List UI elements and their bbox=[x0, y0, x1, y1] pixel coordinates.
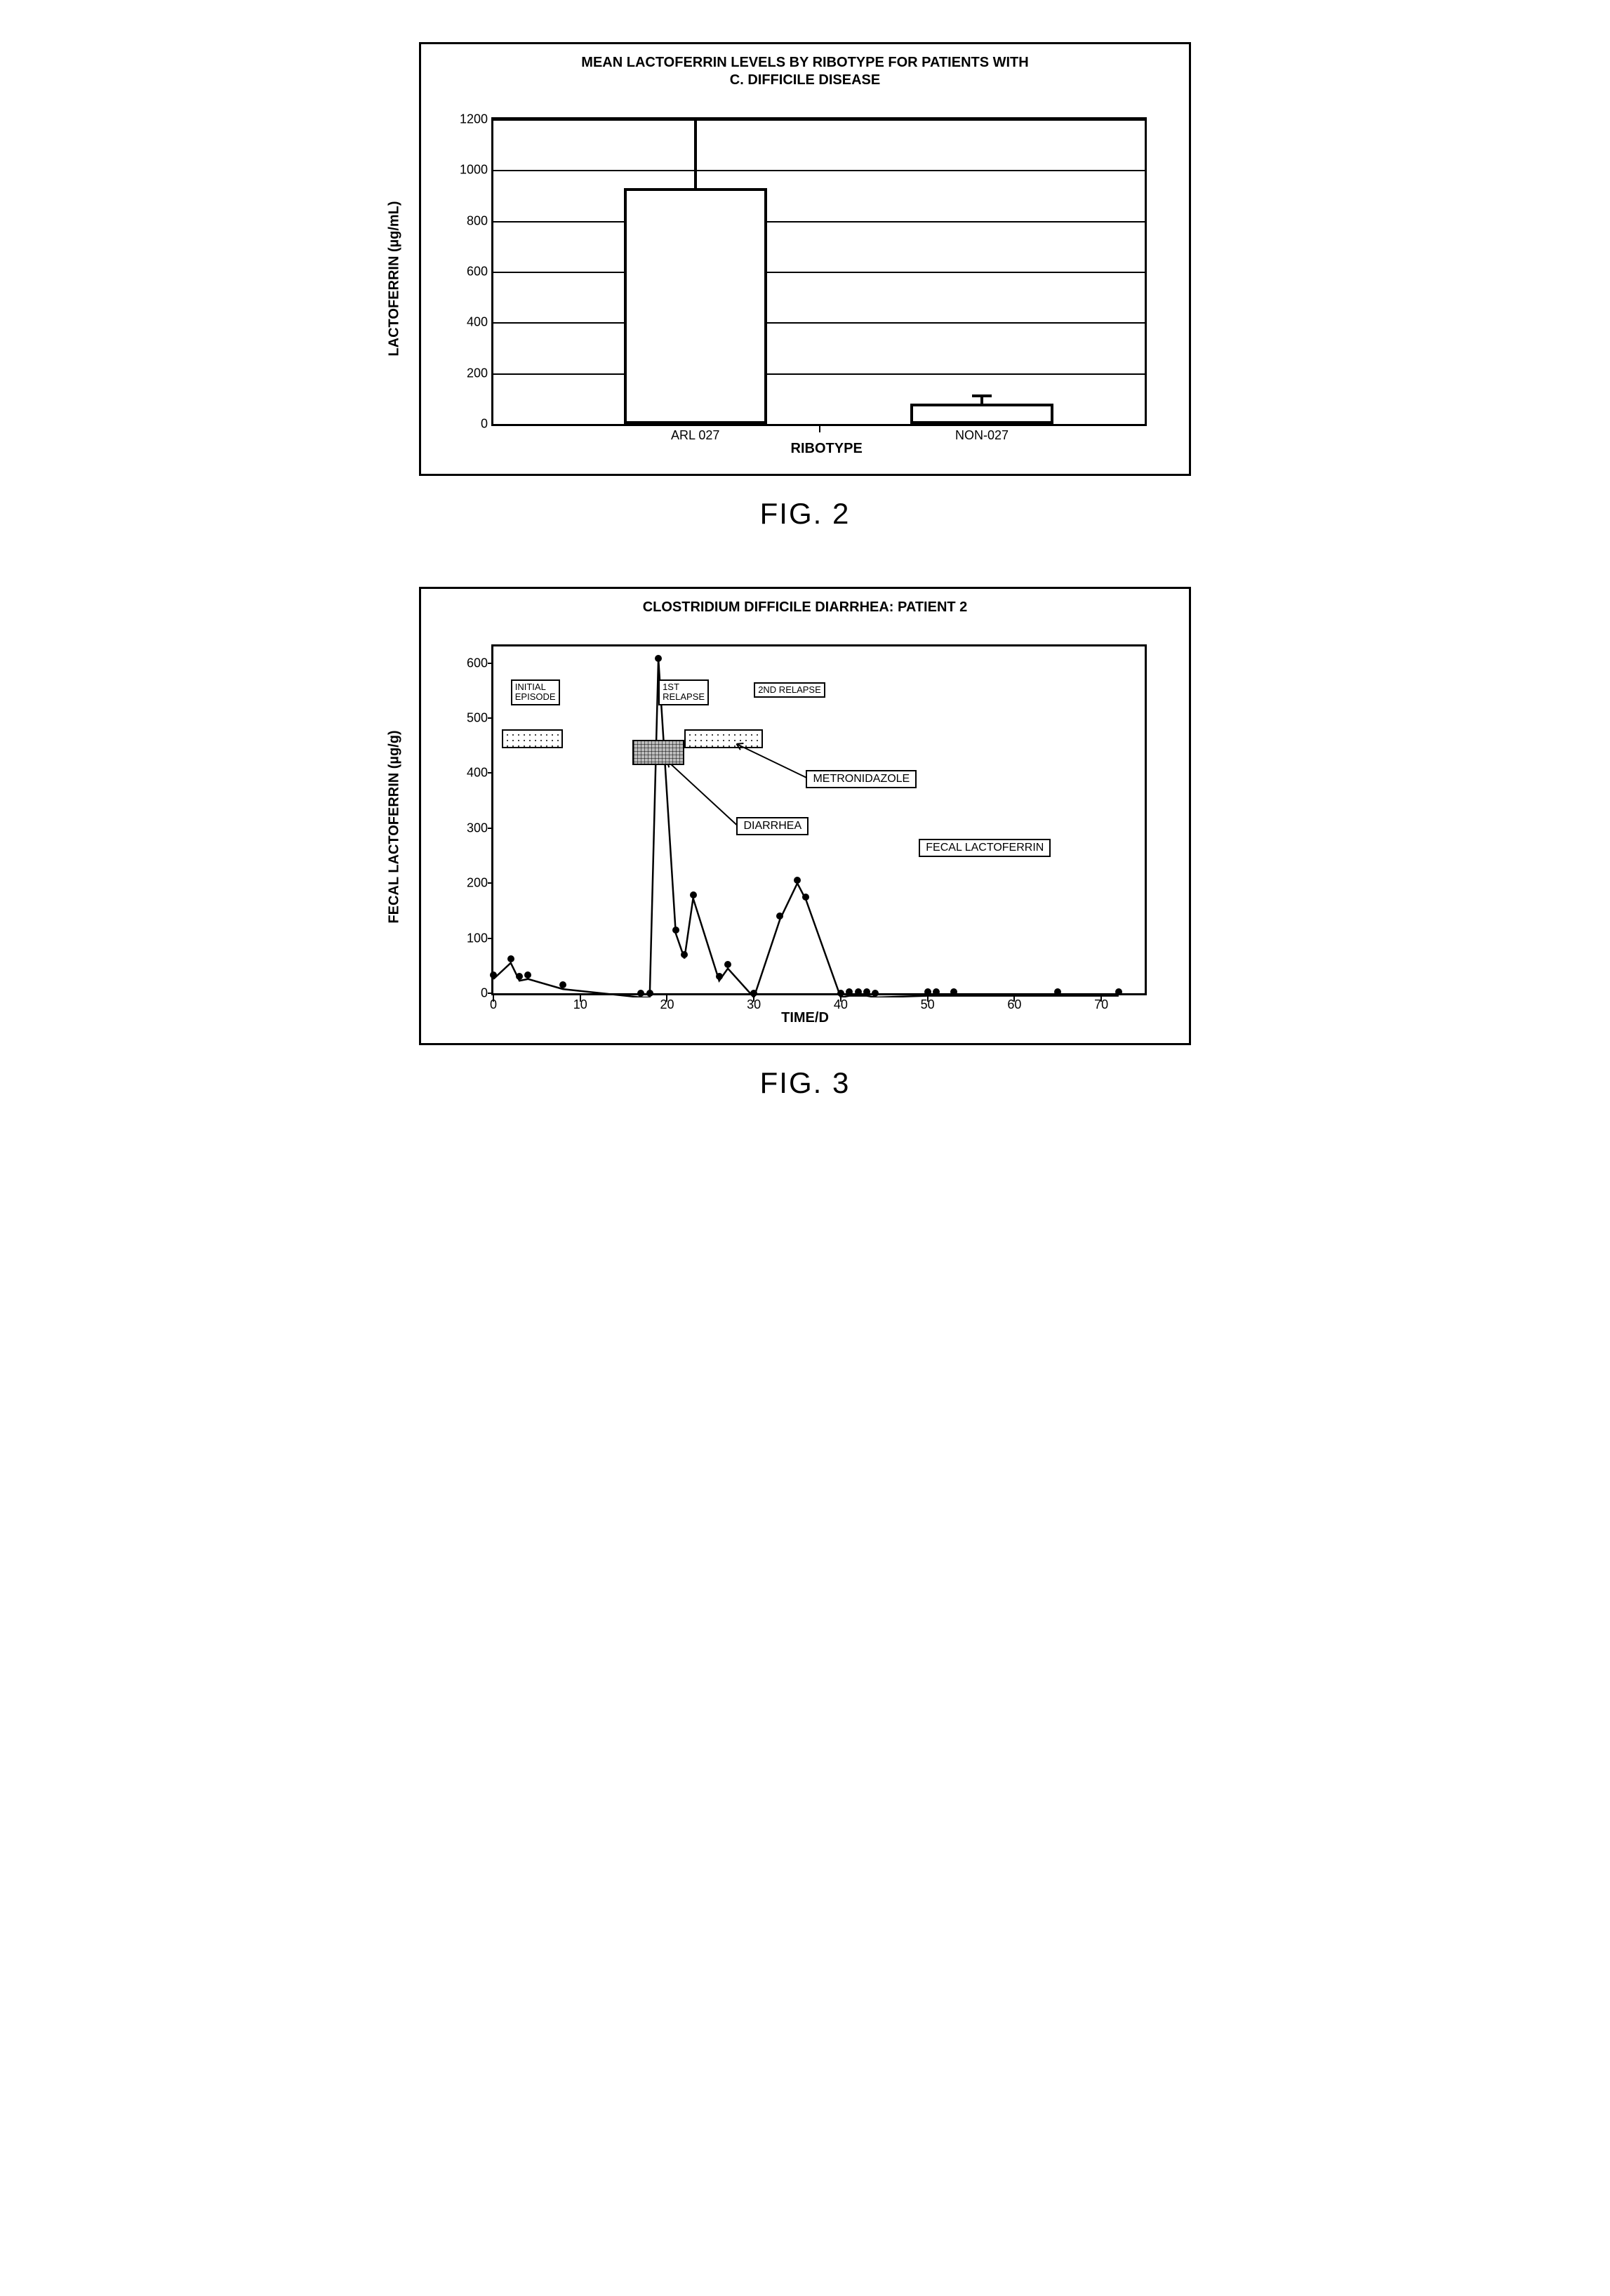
fig2-ylabel: LACTOFERRIN (µg/mL) bbox=[387, 201, 403, 356]
metronidazole-region bbox=[502, 729, 563, 748]
fig3-data-point bbox=[872, 990, 879, 997]
episode-label: 2ND RELAPSE bbox=[754, 682, 825, 698]
fig3-title: CLOSTRIDIUM DIFFICILE DIARRHEA: PATIENT … bbox=[435, 599, 1175, 616]
fig2-errbar-stem bbox=[694, 119, 697, 188]
fig3-data-point bbox=[837, 990, 844, 997]
fig2-caption: FIG. 2 bbox=[419, 497, 1191, 531]
fig2-xtick-label: ARL 027 bbox=[671, 424, 719, 443]
fig2-gridline bbox=[493, 272, 1145, 273]
fig3-data-point bbox=[1054, 988, 1061, 995]
fig2-xlabel: RIBOTYPE bbox=[791, 441, 863, 457]
fig3-data-point bbox=[863, 988, 870, 995]
fig2-title-line1: MEAN LACTOFERRIN LEVELS BY RIBOTYPE FOR … bbox=[581, 55, 1028, 70]
fig2-plot-area: 020040060080010001200ARL 027NON-027 bbox=[491, 117, 1147, 426]
fig2-bar bbox=[624, 188, 767, 424]
episode-label: INITIALEPISODE bbox=[511, 679, 560, 705]
fig2-title: MEAN LACTOFERRIN LEVELS BY RIBOTYPE FOR … bbox=[435, 54, 1175, 89]
fig3-ytick-mark bbox=[488, 717, 493, 719]
fig2-gridline bbox=[493, 119, 1145, 121]
fig3-data-point bbox=[794, 877, 801, 884]
fig2-gridline bbox=[493, 373, 1145, 375]
fig3-data-point bbox=[750, 990, 757, 997]
fig3-data-point bbox=[646, 990, 653, 997]
episode-label: 1STRELAPSE bbox=[658, 679, 709, 705]
figure-2: MEAN LACTOFERRIN LEVELS BY RIBOTYPE FOR … bbox=[419, 42, 1191, 531]
fig3-data-point bbox=[672, 927, 679, 934]
fig3-data-point bbox=[559, 981, 566, 988]
fig2-center-tick bbox=[819, 424, 820, 432]
fig2-gridline bbox=[493, 221, 1145, 223]
fig3-data-point bbox=[490, 971, 497, 978]
fig3-ytick-mark bbox=[488, 828, 493, 829]
fig2-ytick-label: 0 bbox=[481, 417, 493, 432]
fecal-lactoferrin-legend: FECAL LACTOFERRIN bbox=[919, 839, 1051, 857]
fig3-data-point bbox=[524, 971, 531, 978]
fig2-frame: MEAN LACTOFERRIN LEVELS BY RIBOTYPE FOR … bbox=[419, 42, 1191, 476]
fig3-caption: FIG. 3 bbox=[419, 1066, 1191, 1100]
fig3-data-point bbox=[724, 961, 731, 968]
fig3-data-point bbox=[1115, 988, 1122, 995]
fig3-plot-area: 0100200300400500600010203040506070INITIA… bbox=[491, 644, 1147, 995]
fig3-frame: CLOSTRIDIUM DIFFICILE DIARRHEA: PATIENT … bbox=[419, 587, 1191, 1045]
fig2-ytick-label: 600 bbox=[467, 265, 493, 279]
fig3-xtick-mark bbox=[580, 993, 581, 1002]
fig3-data-point bbox=[655, 655, 662, 662]
diarrhea-region bbox=[632, 740, 684, 764]
fig3-xtick-mark bbox=[1100, 993, 1102, 1002]
fig3-data-point bbox=[716, 973, 723, 980]
fig2-title-line2: C. DIFFICILE DISEASE bbox=[730, 72, 880, 88]
callout-label: DIARRHEA bbox=[736, 817, 809, 835]
fig3-data-point bbox=[855, 988, 862, 995]
fig3-ytick-mark bbox=[488, 882, 493, 884]
fig2-ytick-label: 800 bbox=[467, 213, 493, 228]
fig3-xlabel: TIME/D bbox=[781, 1010, 829, 1026]
fig3-line-overlay bbox=[493, 646, 1145, 997]
figure-3: CLOSTRIDIUM DIFFICILE DIARRHEA: PATIENT … bbox=[419, 587, 1191, 1100]
fig3-xtick-mark bbox=[493, 993, 494, 1002]
fig2-errbar-cap bbox=[972, 394, 992, 397]
fig2-ytick-label: 1000 bbox=[460, 163, 493, 178]
fig3-data-point bbox=[516, 973, 523, 980]
fig3-data-point bbox=[690, 891, 697, 898]
fig3-xtick-mark bbox=[666, 993, 667, 1002]
metronidazole-region bbox=[684, 729, 762, 748]
fig3-data-point bbox=[776, 913, 783, 920]
fig2-errbar-cap bbox=[686, 118, 705, 121]
fig2-gridline bbox=[493, 322, 1145, 324]
fig2-xtick-label: NON-027 bbox=[955, 424, 1009, 443]
callout-label: METRONIDAZOLE bbox=[806, 770, 917, 788]
fig2-ytick-label: 200 bbox=[467, 366, 493, 380]
fig3-ytick-mark bbox=[488, 772, 493, 774]
fig2-bar bbox=[910, 404, 1053, 424]
fig3-data-point bbox=[846, 988, 853, 995]
fig2-ytick-label: 1200 bbox=[460, 112, 493, 127]
fig2-plot-wrap: LACTOFERRIN (µg/mL) 02004006008001000120… bbox=[435, 96, 1175, 461]
fig3-data-point bbox=[924, 988, 931, 995]
fig3-data-point bbox=[681, 951, 688, 958]
fig3-plot-wrap: FECAL LACTOFERRIN (µg/g) 010020030040050… bbox=[435, 623, 1175, 1030]
fig3-ylabel: FECAL LACTOFERRIN (µg/g) bbox=[387, 730, 403, 923]
fig3-data-point bbox=[950, 988, 957, 995]
fig3-ytick-mark bbox=[488, 663, 493, 664]
fig3-data-point bbox=[507, 955, 514, 962]
fig3-data-point bbox=[933, 988, 940, 995]
fig2-ytick-label: 400 bbox=[467, 315, 493, 330]
fig3-xtick-mark bbox=[1013, 993, 1015, 1002]
fig3-data-point bbox=[802, 894, 809, 901]
fig3-data-point bbox=[637, 990, 644, 997]
fig3-ytick-mark bbox=[488, 938, 493, 939]
fig2-gridline bbox=[493, 170, 1145, 171]
